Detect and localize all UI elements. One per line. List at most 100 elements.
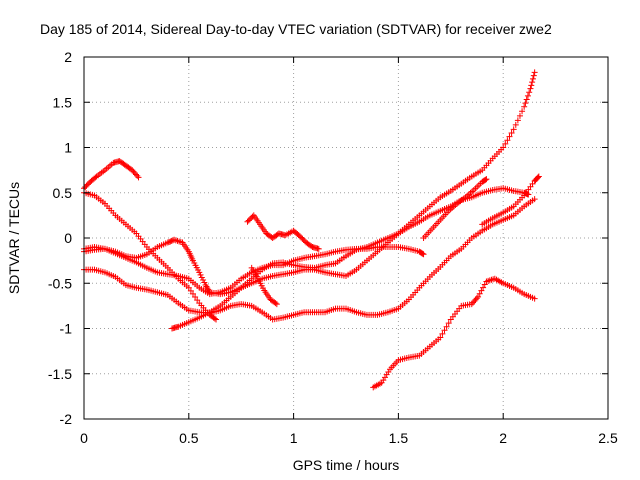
data-point	[131, 170, 138, 177]
data-point	[168, 237, 175, 244]
data-point	[308, 243, 315, 250]
series-arc-2	[81, 189, 220, 323]
data-point	[201, 279, 208, 286]
data-point	[471, 298, 478, 305]
data-point	[189, 290, 196, 297]
data-point	[478, 287, 485, 294]
data-point	[84, 181, 91, 188]
y-tick-label: -1.5	[48, 366, 72, 382]
series-arc-4	[81, 69, 538, 298]
data-point	[197, 271, 204, 278]
data-point	[524, 92, 531, 99]
data-point	[531, 295, 538, 302]
axis-ticks: 0 0.5 1 1.5 2 2.5 -2 -1.5 -1 -0.5 0 0.5 1 1.5 2	[48, 49, 618, 446]
data-point	[134, 172, 141, 179]
data-point	[83, 182, 90, 189]
y-tick-label: 1	[64, 140, 72, 156]
data-point	[192, 294, 199, 301]
data-point	[132, 171, 139, 178]
data-point	[476, 290, 483, 297]
data-point	[472, 296, 479, 303]
data-point	[272, 300, 279, 307]
plot-frame	[83, 56, 609, 420]
data-point	[244, 218, 251, 225]
data-point	[315, 245, 322, 252]
data-point	[531, 196, 538, 203]
data-point	[483, 176, 490, 183]
chart-title: Day 185 of 2014, Sidereal Day-to-day VTE…	[40, 21, 552, 37]
series-arc-9	[370, 275, 538, 391]
data-point	[468, 301, 475, 308]
series-arc-1	[81, 158, 142, 192]
x-tick-label: 0.5	[179, 430, 199, 446]
data-point	[480, 284, 487, 291]
data-point	[535, 173, 542, 180]
data-point	[504, 137, 511, 144]
data-point	[508, 130, 515, 137]
data-point	[514, 117, 521, 124]
data-point	[506, 133, 513, 140]
data-point	[167, 238, 174, 245]
data-point	[247, 216, 254, 223]
data-point	[185, 284, 192, 291]
data-point	[441, 327, 448, 334]
data-point	[420, 251, 427, 258]
data-point	[300, 236, 307, 243]
series-arc-6	[169, 185, 532, 332]
y-tick-label: -2	[60, 411, 73, 427]
series-arc-10	[420, 176, 490, 241]
y-axis-label: SDTVAR / TECUs	[6, 182, 22, 294]
data-point	[470, 299, 477, 306]
data-point	[82, 183, 89, 190]
data-point	[519, 108, 526, 115]
y-tick-label: 1.5	[53, 94, 73, 110]
data-point	[196, 269, 203, 276]
data-point	[512, 121, 519, 128]
data-point	[443, 323, 450, 330]
x-tick-label: 1	[290, 430, 298, 446]
data-point	[528, 82, 535, 89]
data-point	[194, 297, 201, 304]
data-point	[298, 234, 305, 241]
x-tick-label: 2	[499, 430, 507, 446]
data-point	[473, 295, 480, 302]
x-tick-label: 2.5	[598, 430, 618, 446]
data-point	[521, 103, 528, 110]
y-tick-label: 0.5	[53, 185, 73, 201]
series-arc-8	[248, 264, 280, 308]
data-points	[81, 69, 542, 391]
data-point	[130, 168, 137, 175]
data-point	[187, 287, 194, 294]
data-point	[211, 315, 218, 322]
data-point	[527, 85, 534, 92]
data-point	[166, 238, 173, 245]
data-point	[249, 213, 256, 220]
data-point	[200, 276, 207, 283]
data-point	[129, 167, 136, 174]
data-point	[516, 112, 523, 119]
data-point	[510, 126, 517, 133]
data-point	[439, 330, 446, 337]
data-point	[445, 320, 452, 327]
data-point	[534, 174, 541, 181]
data-point	[135, 174, 142, 181]
data-point	[475, 293, 482, 300]
y-tick-label: 0	[64, 230, 72, 246]
data-point	[529, 75, 536, 82]
data-point	[502, 140, 509, 147]
data-point	[500, 144, 507, 151]
series-arc-5	[81, 196, 538, 323]
series-arc-7	[244, 212, 322, 252]
grid-lines	[84, 57, 608, 419]
data-point	[522, 100, 529, 107]
x-tick-label: 1.5	[389, 430, 409, 446]
series-arc-11	[479, 173, 542, 228]
data-point	[419, 250, 426, 257]
data-point	[437, 334, 444, 341]
data-point	[529, 79, 536, 86]
data-point	[164, 239, 171, 246]
data-point	[481, 281, 488, 288]
data-point	[245, 217, 252, 224]
data-point	[523, 96, 530, 103]
